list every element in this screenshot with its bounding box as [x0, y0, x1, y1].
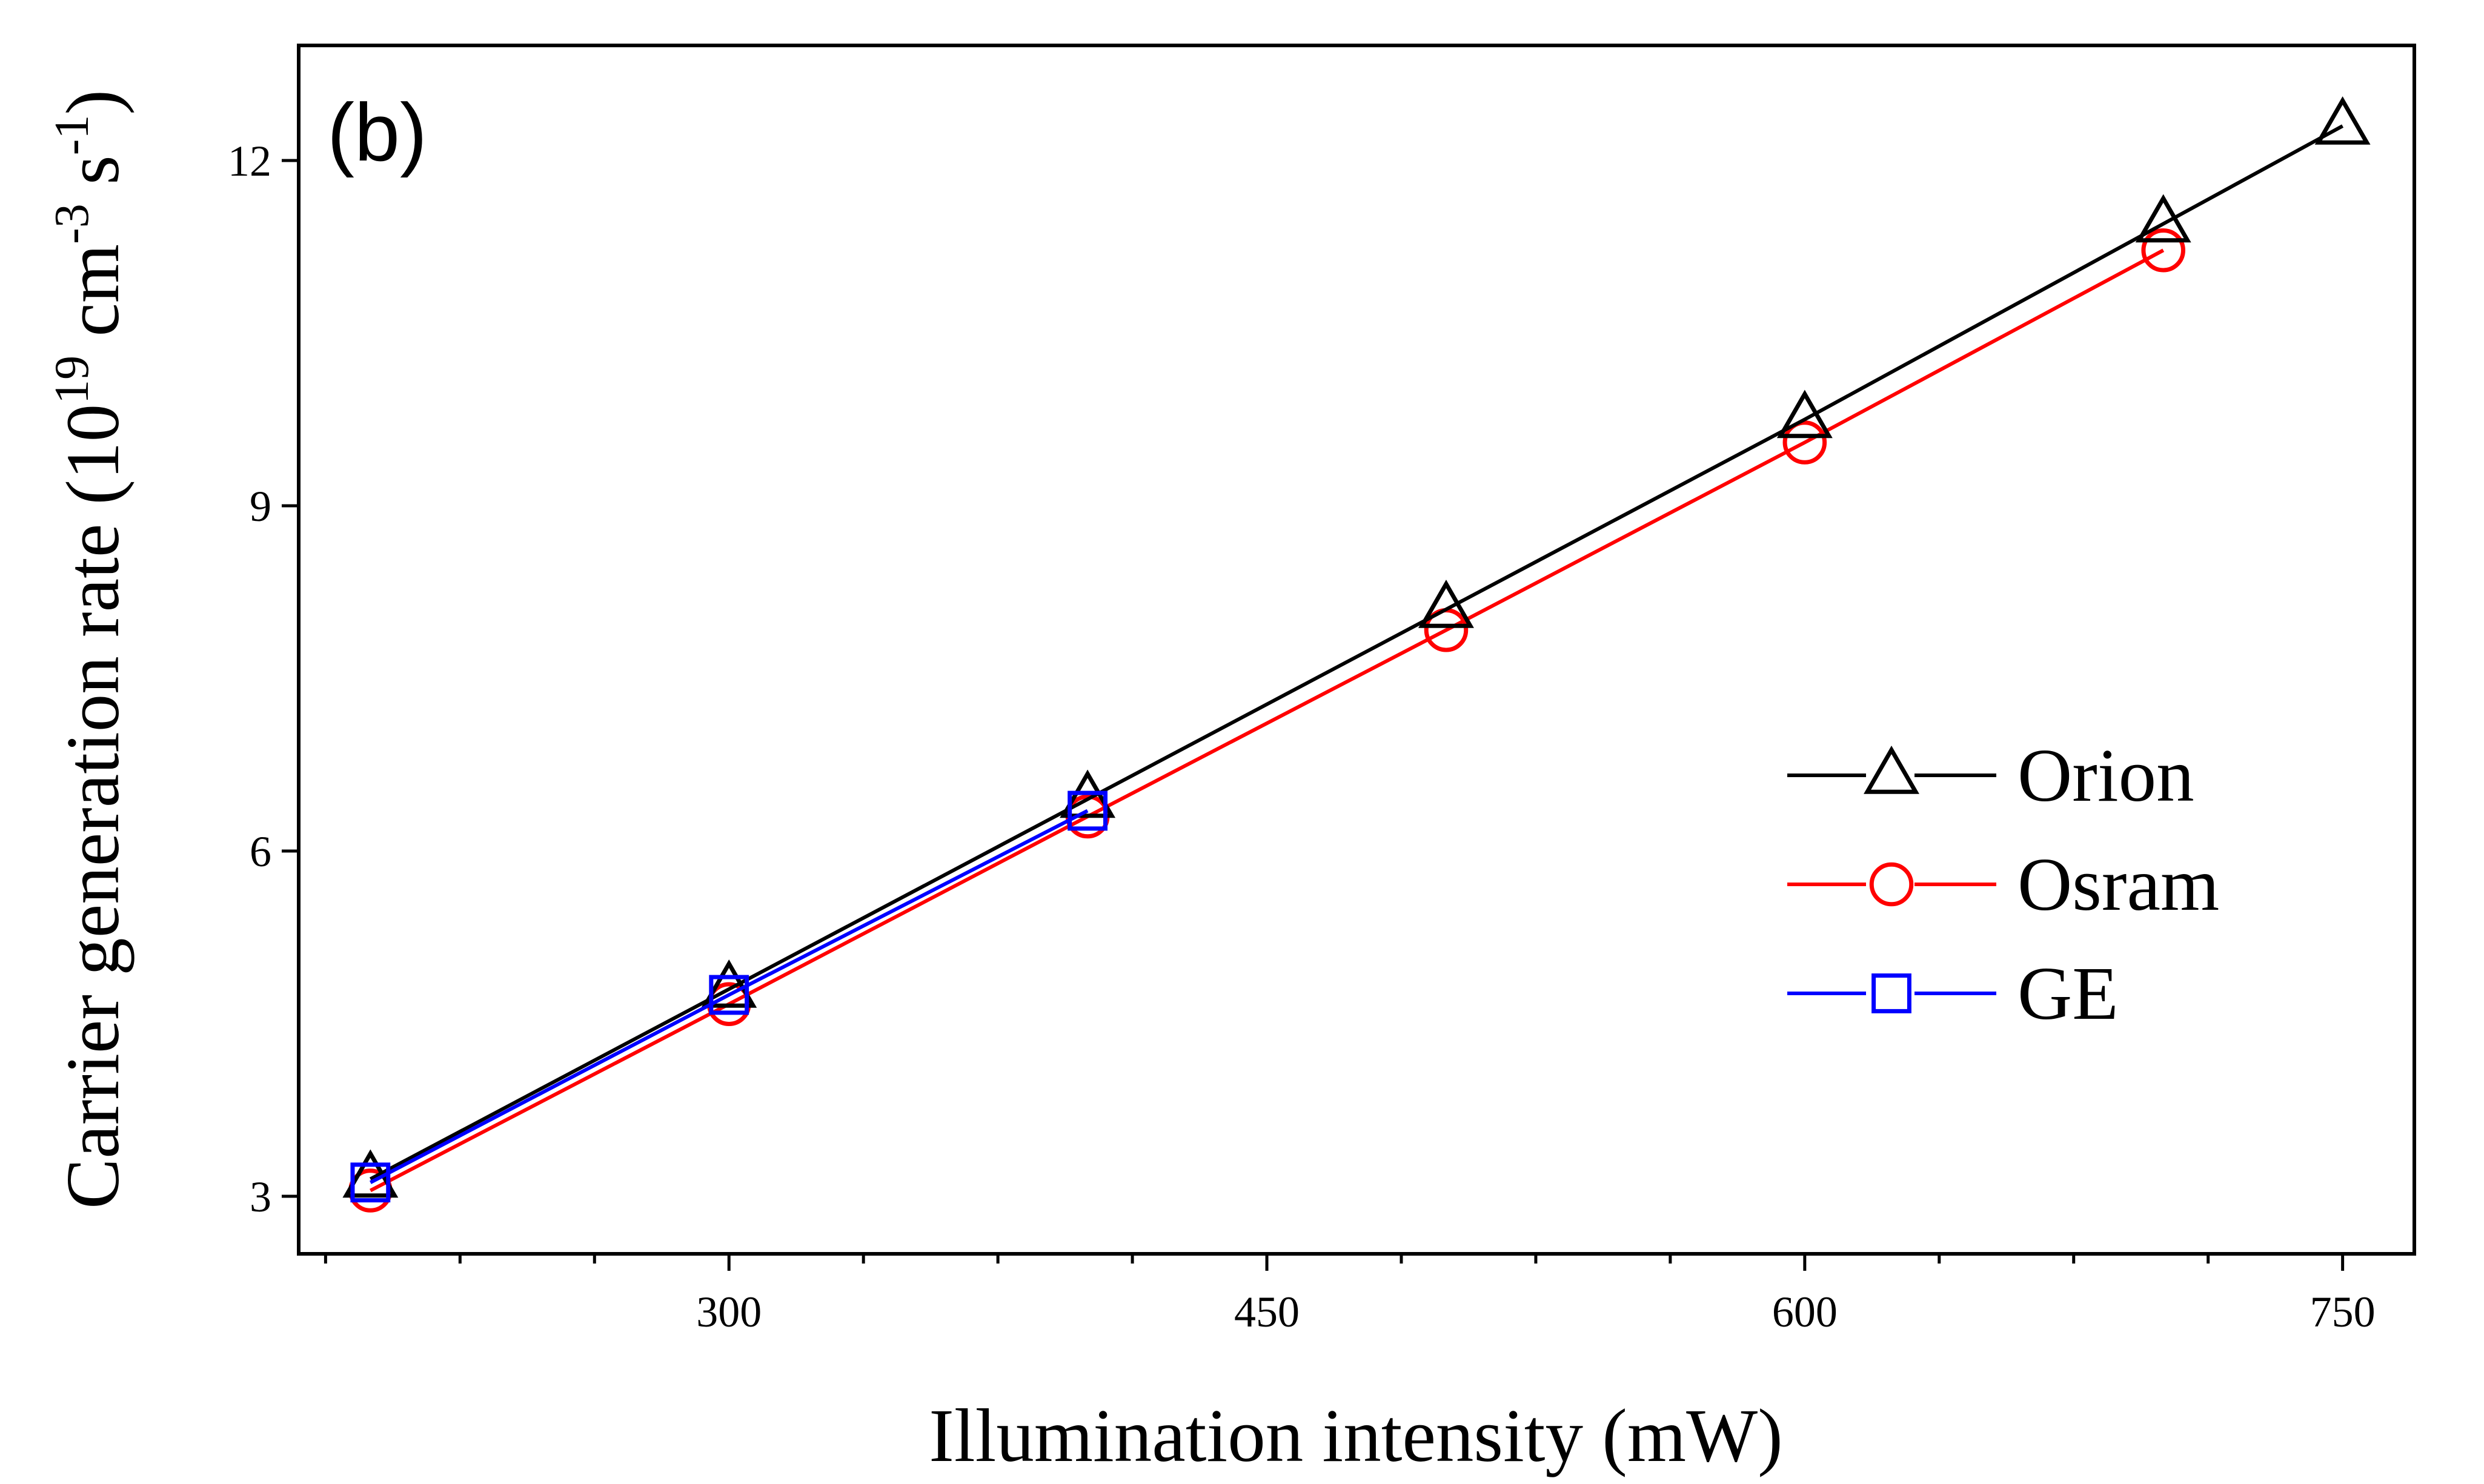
triangle-marker — [1418, 579, 1474, 628]
triangle-marker — [1776, 389, 1833, 439]
y-axis-title-exp3: -1 — [45, 115, 99, 156]
y-tick-label: 12 — [228, 137, 271, 185]
x-tick-label: 450 — [1234, 1288, 1300, 1336]
y-axis-title-exp2: -3 — [45, 204, 99, 244]
legend-item-ge: GE — [1787, 952, 2119, 1036]
x-tick-label: 600 — [1772, 1288, 1838, 1336]
square-marker — [1068, 790, 1108, 831]
legend-marker-triangle — [1864, 745, 1919, 794]
y-axis-title-exp1: 19 — [45, 356, 99, 404]
triangle-marker — [2135, 194, 2191, 243]
circle-marker — [2141, 228, 2185, 273]
x-axis-ticks: 300 450 600 750 — [324, 1254, 2376, 1336]
series-layer — [342, 96, 2371, 1213]
plot-frame — [297, 44, 2416, 1256]
series-orion — [342, 96, 2371, 1198]
series-osram — [348, 228, 2185, 1213]
series-line-orion — [369, 124, 2344, 1181]
y-tick-label: 3 — [250, 1173, 271, 1221]
legend-item-osram: Osram — [1787, 843, 2219, 927]
legend-item-orion: Orion — [1787, 734, 2194, 818]
x-axis-title: Illumination intensity (mW) — [929, 1394, 1783, 1478]
series-ge — [350, 790, 1108, 1203]
triangle-marker — [2314, 96, 2371, 145]
panel-label: (b) — [327, 87, 427, 178]
triangle-marker — [701, 959, 757, 1008]
y-tick-label: 9 — [250, 482, 271, 531]
legend-marker-square — [1871, 973, 1911, 1013]
y-axis-title: Carrier generation rate (1019 cm-3 s-1) — [45, 90, 135, 1209]
x-tick-label: 750 — [2310, 1288, 2376, 1336]
circle-marker — [1782, 420, 1827, 465]
y-tick-label: 6 — [250, 827, 271, 876]
legend-marker-circle — [1869, 862, 1914, 907]
x-tick-label: 300 — [696, 1288, 762, 1336]
series-line-osram — [370, 248, 2165, 1193]
legend-label: Orion — [2017, 734, 2194, 818]
y-axis-title-mid2: s — [51, 155, 135, 204]
square-marker — [709, 975, 749, 1015]
series-line-ge — [370, 809, 1089, 1184]
y-axis-title-mid: cm — [51, 244, 135, 356]
y-axis-title-prefix: Carrier generation rate (10 — [51, 404, 135, 1209]
legend-label: GE — [2017, 952, 2119, 1036]
legend: Orion Osram GE — [1787, 734, 2219, 1036]
square-marker — [350, 1162, 391, 1203]
y-axis-title-suffix: ) — [51, 90, 135, 115]
y-axis-ticks: 3 6 9 12 — [228, 137, 299, 1221]
legend-label: Osram — [2017, 843, 2219, 927]
